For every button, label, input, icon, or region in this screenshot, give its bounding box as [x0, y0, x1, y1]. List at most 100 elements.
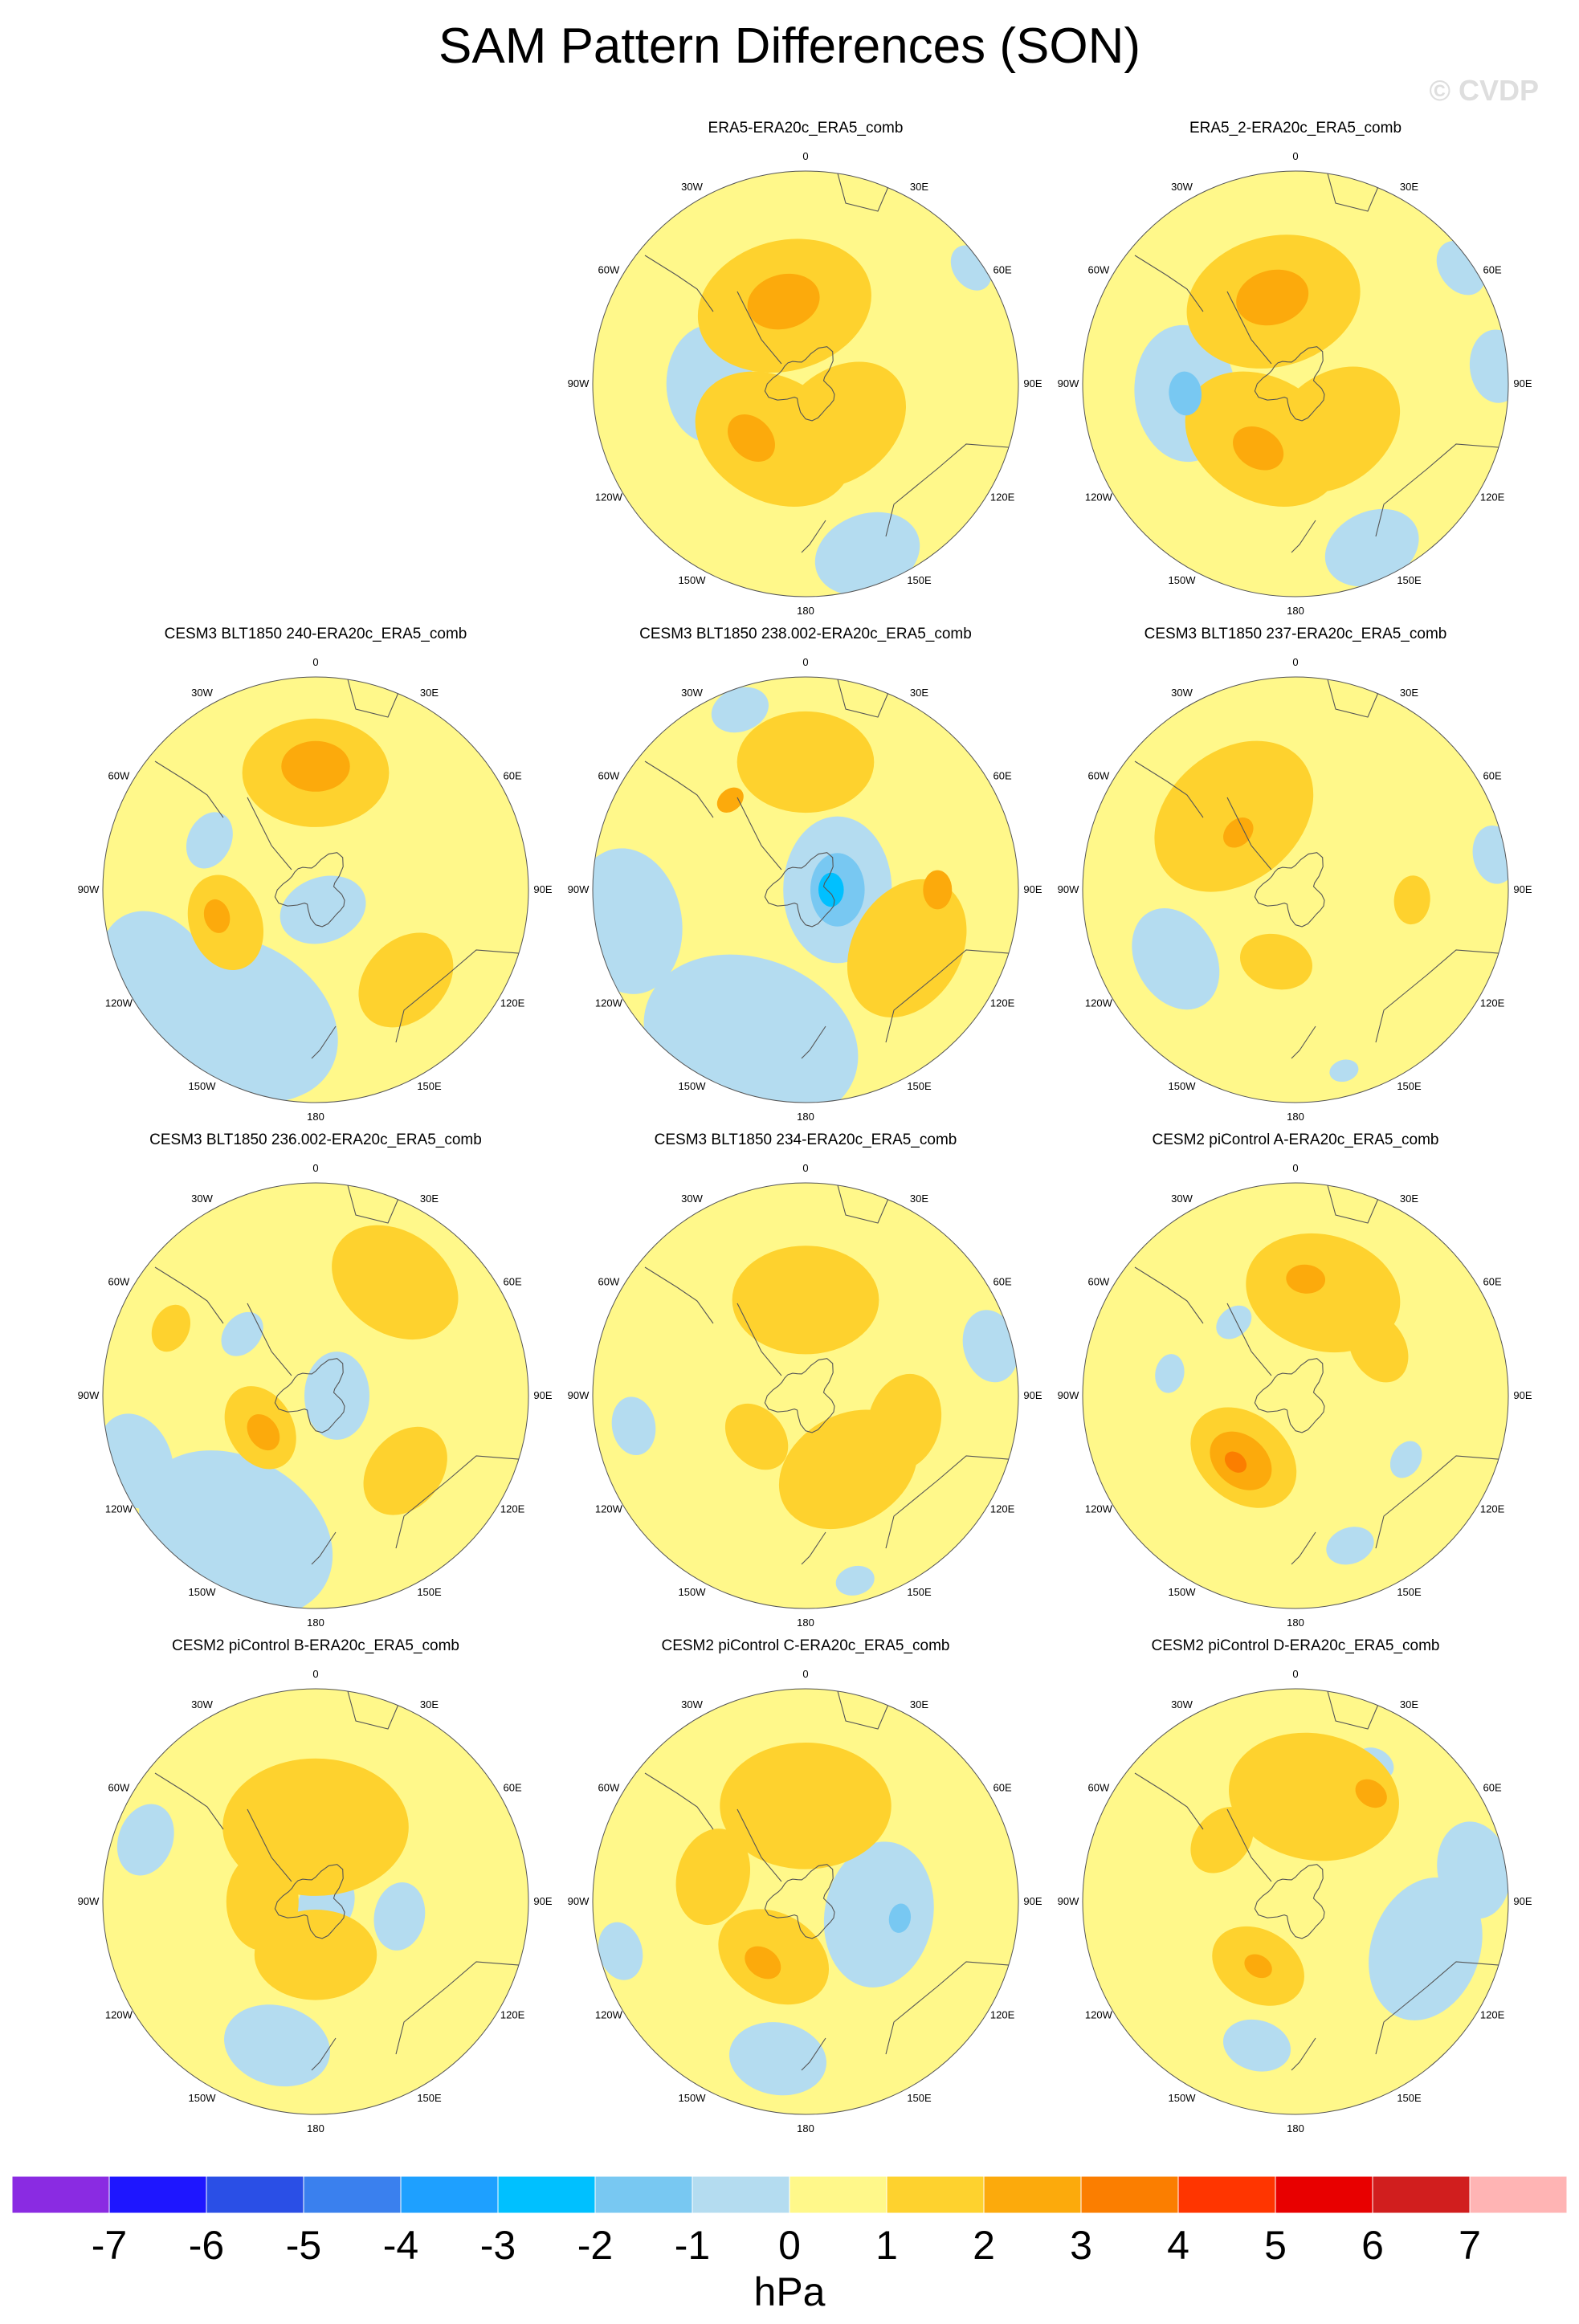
south-america-coastline [1134, 1266, 1204, 1324]
longitude-label: 0 [802, 1668, 808, 1680]
longitude-label: 30W [1171, 687, 1193, 699]
positive-anomaly-contour [332, 1225, 459, 1340]
positive-anomaly-contour [363, 1426, 447, 1515]
positive-anomaly-contour [716, 787, 744, 813]
panel-title: CESM2 piControl D-ERA20c_ERA5_comb [1151, 1637, 1440, 1654]
negative-anomaly-contour [1155, 1354, 1185, 1393]
colorbar-tick-label: 3 [1070, 2223, 1092, 2268]
south-america-coastline [644, 1772, 714, 1830]
map-panel: CESM2 piControl B-ERA20c_ERA5_comb 0 30E 60… [71, 1637, 561, 2134]
longitude-label: 120W [595, 1503, 623, 1515]
negative-anomaly-contour [888, 1903, 912, 1933]
negative-anomaly-contour [729, 2022, 826, 2096]
longitude-label: 0 [312, 1668, 318, 1680]
polar-map: 0 30E 60E 90E 120E 150E 180 150W 120W 90W 60W 30W [1058, 1668, 1532, 2134]
longitude-label: 60W [108, 1782, 130, 1794]
longitude-label: 30E [1400, 1698, 1418, 1710]
map-background [1083, 677, 1508, 1103]
positive-anomaly-contour [720, 1743, 892, 1869]
negative-anomaly-contour [1326, 1527, 1374, 1565]
longitude-label: 120W [105, 997, 133, 1009]
longitude-label: 90E [1513, 377, 1532, 389]
map-border [1082, 1182, 1509, 1609]
australia-coastline [885, 443, 1018, 537]
longitude-label: 120E [500, 1503, 525, 1515]
longitude-label: 150E [1397, 574, 1422, 586]
positive-anomaly-contour [732, 1246, 879, 1355]
negative-anomaly-contour [711, 687, 769, 733]
longitude-label: 60E [1483, 770, 1502, 782]
longitude-label: 30E [420, 1698, 439, 1710]
positive-anomaly-contour [203, 899, 231, 933]
colorbar-units: hPa [753, 2269, 826, 2314]
colorbar-box [789, 2176, 887, 2214]
positive-anomaly-contour [1286, 1264, 1326, 1294]
positive-anomaly-contour [847, 879, 967, 1017]
longitude-label: 90E [1023, 377, 1042, 389]
positive-anomaly-contour [1229, 1732, 1399, 1861]
longitude-label: 150W [679, 2092, 707, 2104]
map-background [593, 1183, 1018, 1608]
positive-anomaly-contour [1348, 1313, 1409, 1383]
longitude-label: 150E [1397, 1586, 1422, 1598]
panel-title: CESM3 BLT1850 237-ERA20c_ERA5_comb [1144, 626, 1447, 642]
longitude-label: 180 [797, 1111, 814, 1123]
africa-coastline [1327, 679, 1381, 718]
longitude-label: 120W [595, 491, 623, 504]
panel-title: CESM3 BLT1850 234-ERA20c_ERA5_comb [654, 1131, 957, 1148]
panel-title: CESM2 piControl A-ERA20c_ERA5_comb [1152, 1131, 1439, 1148]
africa-coastline [347, 1690, 401, 1730]
longitude-label: 0 [802, 656, 808, 668]
longitude-label: 30E [1400, 687, 1418, 699]
colorbar-box [12, 2176, 110, 2214]
longitude-label: 120W [105, 1503, 133, 1515]
longitude-label: 60W [1088, 1276, 1110, 1288]
polar-map: 0 30E 60E 90E 120E 150E 180 150W 120W 90W 60W 30W [568, 150, 1042, 617]
longitude-label: 0 [312, 656, 318, 668]
longitude-label: 90E [1513, 1389, 1532, 1401]
negative-anomaly-contour [186, 812, 233, 869]
negative-anomaly-contour [814, 512, 920, 596]
longitude-label: 0 [1292, 1162, 1298, 1174]
map-panel: CESM3 BLT1850 234-ERA20c_ERA5_comb 0 30E 60… [561, 1131, 1051, 1629]
map-border [1082, 676, 1509, 1103]
antarctic-peninsula [736, 291, 782, 365]
longitude-label: 180 [1287, 2122, 1304, 2134]
negative-anomaly-contour [962, 1310, 1018, 1383]
negative-anomaly-contour [373, 1882, 426, 1951]
cvdp-watermark: © CVDP [1429, 74, 1539, 107]
africa-coastline [1327, 1690, 1381, 1730]
antarctic-peninsula [247, 797, 292, 870]
longitude-label: 60E [994, 1782, 1012, 1794]
longitude-label: 60W [1088, 770, 1110, 782]
negative-anomaly-contour [598, 1922, 643, 1980]
longitude-label: 60W [598, 1276, 620, 1288]
longitude-label: 90E [1023, 1389, 1042, 1401]
longitude-label: 120E [1480, 1503, 1505, 1515]
positive-anomaly-contour [1224, 1451, 1247, 1473]
map-panel: CESM3 BLT1850 236.002-ERA20c_ERA5_comb 0 3… [71, 1131, 561, 1629]
longitude-label: 120E [1480, 2009, 1505, 2021]
colorbar-box [594, 2176, 693, 2214]
longitude-label: 30E [910, 1193, 928, 1205]
map-panel: CESM3 BLT1850 240-ERA20c_ERA5_comb 0 30E 60… [71, 625, 561, 1123]
longitude-label: 90E [1513, 883, 1532, 895]
longitude-label: 60E [994, 770, 1012, 782]
colorbar-tick-label: 7 [1459, 2223, 1481, 2268]
longitude-label: 120W [1085, 997, 1113, 1009]
negative-anomaly-contour [279, 875, 366, 944]
new-zealand-coastline [311, 1025, 337, 1059]
antarctic-peninsula [736, 1808, 782, 1882]
positive-anomaly-contour [675, 1829, 751, 1926]
antarctica-coastline [1254, 852, 1325, 928]
colorbar-box [1177, 2176, 1276, 2214]
longitude-label: 60W [598, 1782, 620, 1794]
africa-coastline [837, 173, 891, 212]
longitude-label: 60E [994, 264, 1012, 276]
south-america-coastline [154, 1772, 224, 1830]
negative-anomaly-contour [1216, 1305, 1252, 1339]
colorbar-tick-label: -5 [285, 2223, 322, 2268]
longitude-label: 90E [1023, 883, 1042, 895]
panel-title: ERA5_2-ERA20c_ERA5_comb [1189, 120, 1402, 137]
